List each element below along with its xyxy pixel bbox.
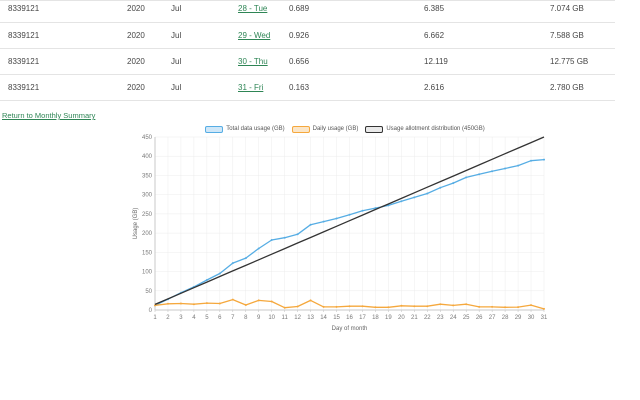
svg-text:22: 22 xyxy=(424,315,431,321)
account-id-cell: 8339121 xyxy=(0,48,119,75)
total-usage-cell: 7.074 GB xyxy=(542,0,615,23)
month-cell: Jul xyxy=(163,0,230,23)
day-detail-link[interactable]: 30 - Thu xyxy=(238,56,268,66)
svg-text:150: 150 xyxy=(142,250,153,256)
svg-text:19: 19 xyxy=(385,315,392,321)
month-cell: Jul xyxy=(163,74,230,101)
chart-legend: Total data usage (GB) Daily usage (GB) U… xyxy=(130,123,560,135)
daily-usage-table: 8339121 2020 Jul 28 - Tue 0.689 6.385 7.… xyxy=(0,0,615,101)
svg-text:26: 26 xyxy=(476,315,483,321)
account-id-cell: 8339121 xyxy=(0,22,119,49)
day-detail-link[interactable]: 29 - Wed xyxy=(238,30,271,40)
allotment-swatch-icon xyxy=(365,125,384,133)
svg-text:4: 4 xyxy=(192,315,196,321)
year-cell: 2020 xyxy=(119,48,163,75)
svg-text:29: 29 xyxy=(515,315,522,321)
svg-text:10: 10 xyxy=(268,315,275,321)
upload-usage-cell: 0.926 xyxy=(281,22,416,49)
download-usage-cell: 6.385 xyxy=(416,0,542,23)
svg-text:3: 3 xyxy=(179,315,183,321)
table-row: 8339121 2020 Jul 31 - Fri 0.163 2.616 2.… xyxy=(0,74,615,101)
svg-text:24: 24 xyxy=(450,315,457,321)
total-usage-cell: 7.588 GB xyxy=(542,22,615,49)
svg-text:23: 23 xyxy=(437,315,444,321)
svg-text:8: 8 xyxy=(244,315,248,321)
svg-text:100: 100 xyxy=(142,270,153,276)
svg-text:17: 17 xyxy=(359,315,366,321)
svg-text:5: 5 xyxy=(205,315,209,321)
legend-item-allotment[interactable]: Usage allotment distribution (450GB) xyxy=(365,125,485,133)
total-usage-cell: 2.780 GB xyxy=(542,74,615,101)
table-row: 8339121 2020 Jul 30 - Thu 0.656 12.119 1… xyxy=(0,48,615,75)
svg-text:16: 16 xyxy=(346,315,353,321)
svg-text:Day of month: Day of month xyxy=(332,326,368,332)
svg-text:450: 450 xyxy=(142,135,153,141)
svg-text:15: 15 xyxy=(333,315,340,321)
svg-text:12: 12 xyxy=(294,315,301,321)
legend-item-total-usage[interactable]: Total data usage (GB) xyxy=(205,125,285,133)
svg-text:250: 250 xyxy=(142,212,153,218)
svg-text:0: 0 xyxy=(149,308,153,314)
svg-text:7: 7 xyxy=(231,315,235,321)
legend-label: Total data usage (GB) xyxy=(226,126,285,132)
month-cell: Jul xyxy=(163,48,230,75)
svg-text:300: 300 xyxy=(142,193,153,199)
download-usage-cell: 12.119 xyxy=(416,48,542,75)
upload-usage-cell: 0.163 xyxy=(281,74,416,101)
svg-text:400: 400 xyxy=(142,154,153,160)
svg-text:200: 200 xyxy=(142,231,153,237)
usage-chart: Total data usage (GB) Daily usage (GB) U… xyxy=(130,122,560,340)
svg-text:14: 14 xyxy=(320,315,327,321)
legend-label: Daily usage (GB) xyxy=(312,126,359,132)
day-detail-link[interactable]: 31 - Fri xyxy=(238,82,264,92)
svg-text:25: 25 xyxy=(463,315,470,321)
account-id-cell: 8339121 xyxy=(0,74,119,101)
upload-usage-cell: 0.656 xyxy=(281,48,416,75)
svg-text:20: 20 xyxy=(398,315,405,321)
svg-text:11: 11 xyxy=(282,315,289,321)
svg-text:28: 28 xyxy=(502,315,509,321)
svg-text:50: 50 xyxy=(145,289,152,295)
download-usage-cell: 6.662 xyxy=(416,22,542,49)
svg-text:31: 31 xyxy=(541,315,548,321)
upload-usage-cell: 0.689 xyxy=(281,0,416,23)
year-cell: 2020 xyxy=(119,74,163,101)
table-top-border xyxy=(0,0,615,1)
month-cell: Jul xyxy=(163,22,230,49)
table-row: 8339121 2020 Jul 29 - Wed 0.926 6.662 7.… xyxy=(0,22,615,49)
svg-text:18: 18 xyxy=(372,315,379,321)
svg-text:30: 30 xyxy=(528,315,535,321)
legend-label: Usage allotment distribution (450GB) xyxy=(386,126,485,132)
svg-text:1: 1 xyxy=(153,315,157,321)
svg-text:6: 6 xyxy=(218,315,222,321)
day-detail-link[interactable]: 28 - Tue xyxy=(238,4,268,14)
daily-usage-swatch-icon xyxy=(291,125,310,133)
download-usage-cell: 2.616 xyxy=(416,74,542,101)
table-row: 8339121 2020 Jul 28 - Tue 0.689 6.385 7.… xyxy=(0,0,615,23)
svg-text:Usage (GB): Usage (GB) xyxy=(133,208,139,240)
account-id-cell: 8339121 xyxy=(0,0,119,23)
return-to-monthly-summary-link[interactable]: Return to Monthly Summary xyxy=(2,111,96,120)
svg-text:2: 2 xyxy=(166,315,170,321)
year-cell: 2020 xyxy=(119,0,163,23)
svg-text:350: 350 xyxy=(142,173,153,179)
svg-text:21: 21 xyxy=(411,315,418,321)
svg-text:27: 27 xyxy=(489,315,496,321)
total-usage-cell: 12.775 GB xyxy=(542,48,615,75)
total-usage-swatch-icon xyxy=(205,125,224,133)
legend-item-daily-usage[interactable]: Daily usage (GB) xyxy=(291,125,359,133)
year-cell: 2020 xyxy=(119,22,163,49)
svg-text:13: 13 xyxy=(307,315,314,321)
svg-text:9: 9 xyxy=(257,315,261,321)
